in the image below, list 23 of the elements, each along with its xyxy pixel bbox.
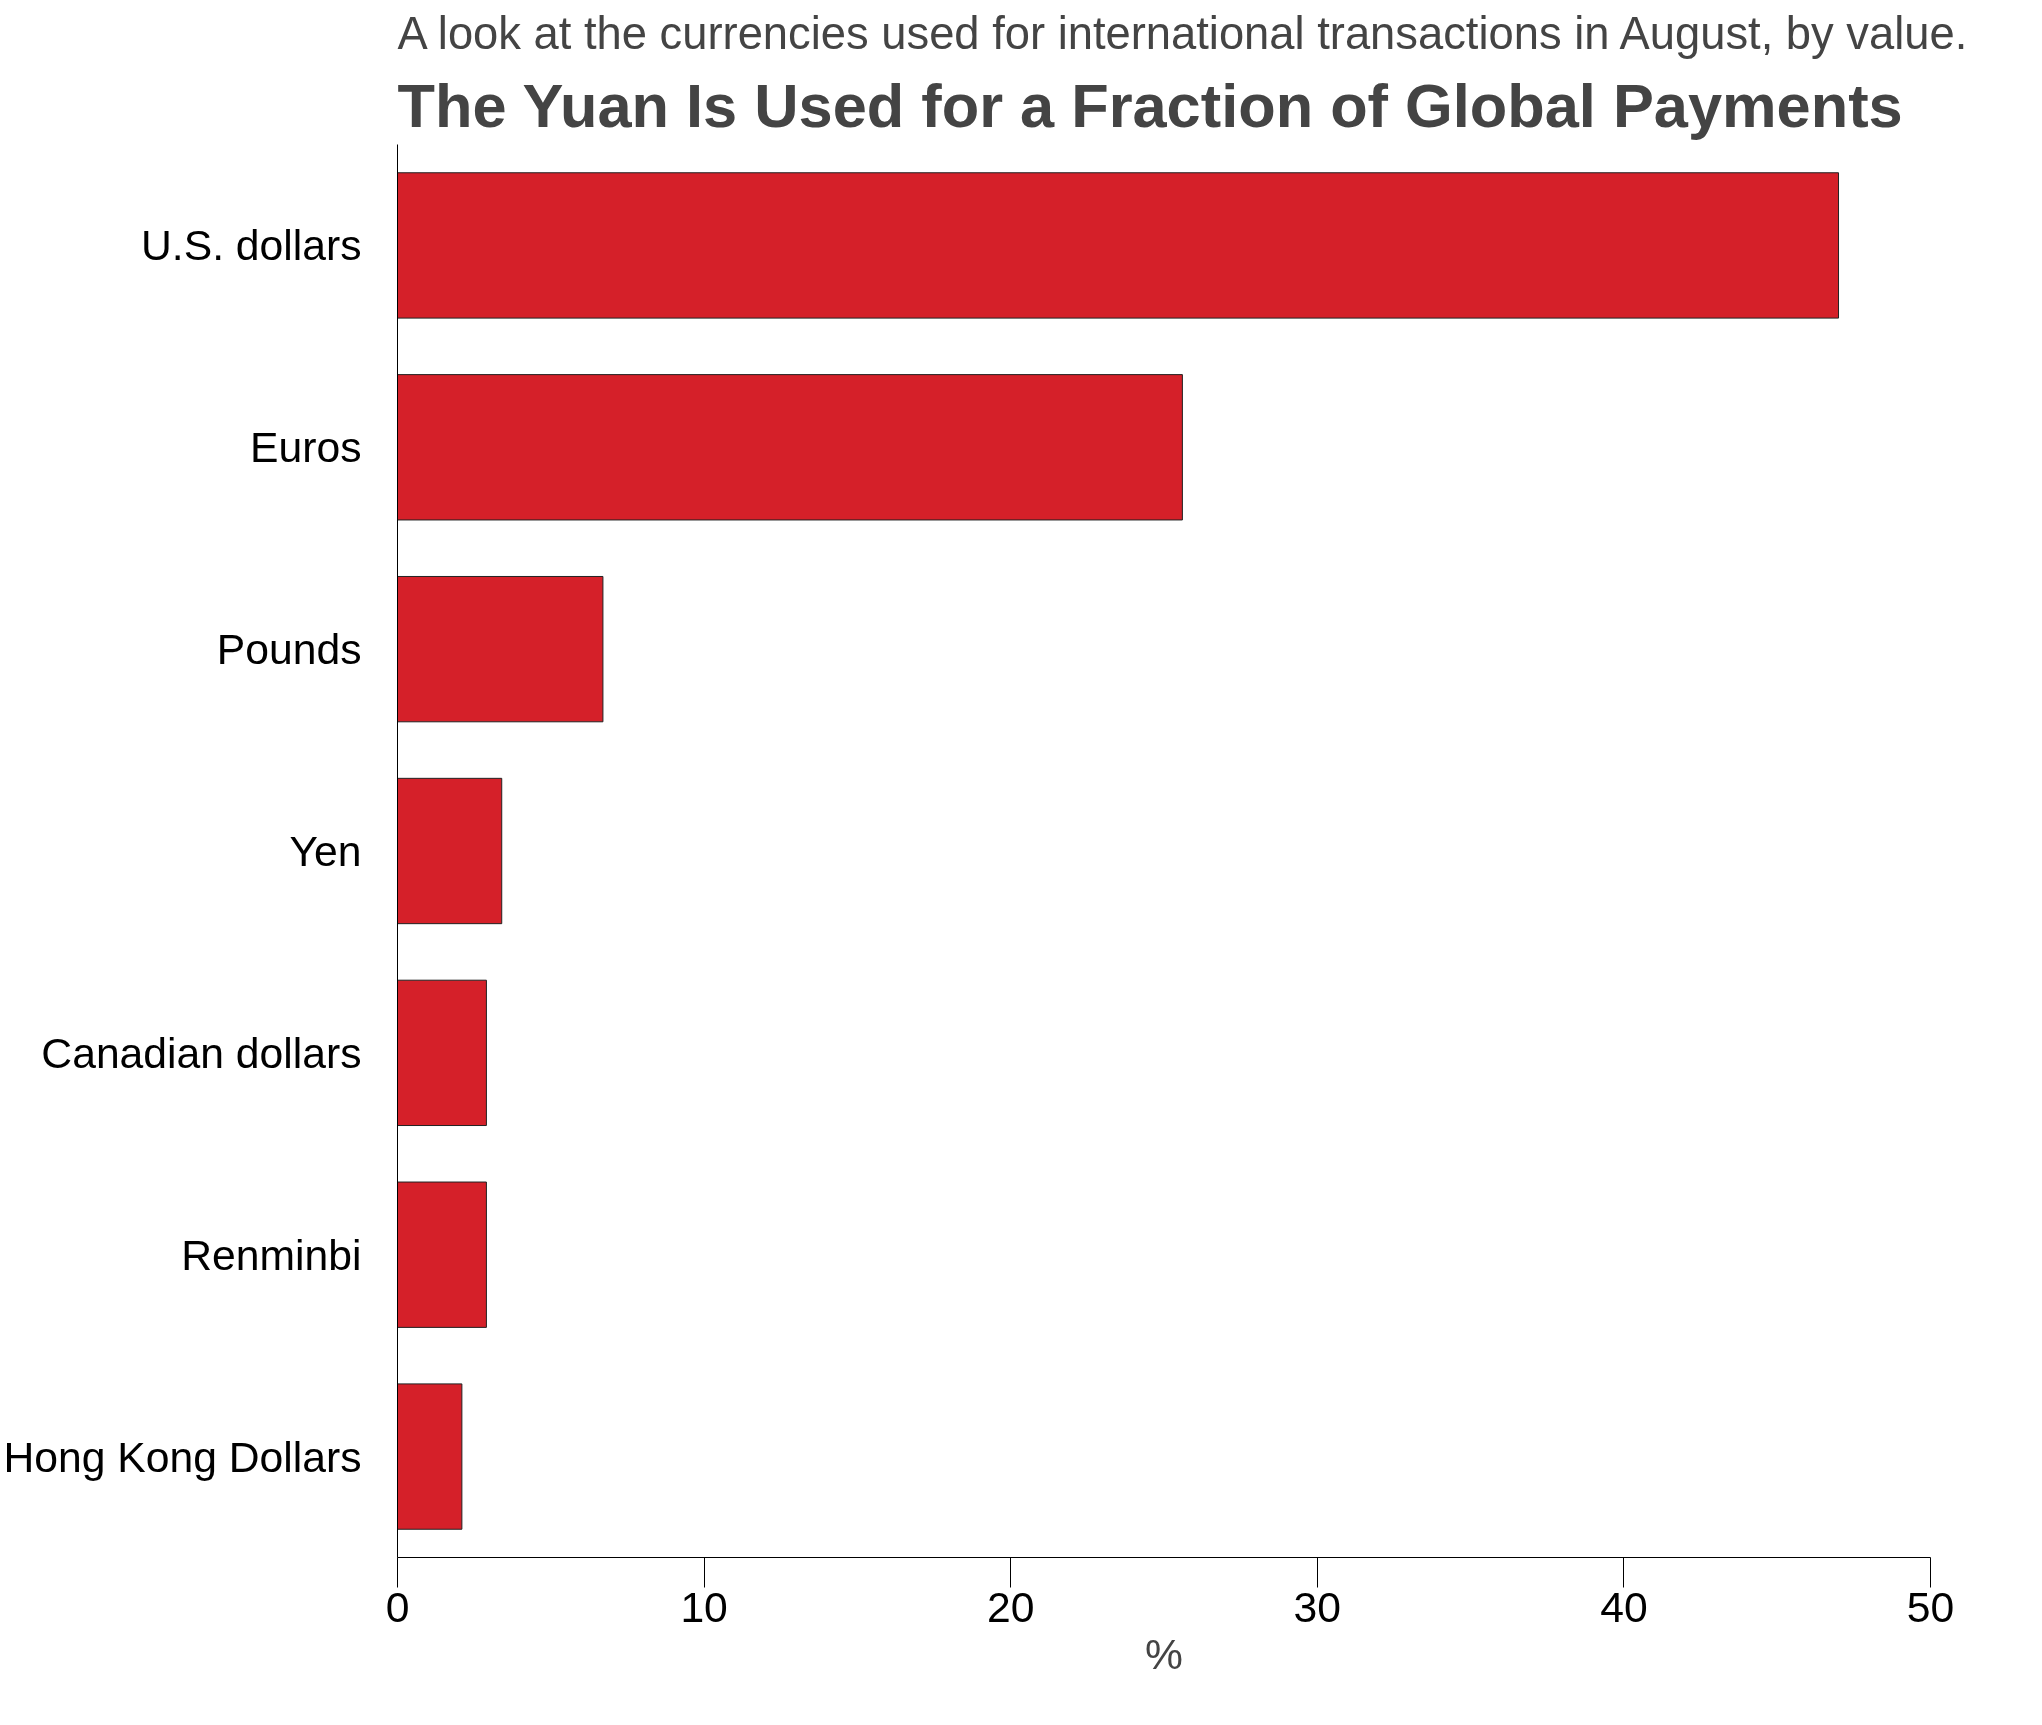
bar: [397, 172, 1840, 319]
chart-subtitle: A look at the currencies used for international transactions in August, by value.: [397, 7, 1968, 59]
x-tick-label: 50: [1906, 1582, 1955, 1631]
chart-title: The Yuan Is Used for a Fraction of Global Payments: [397, 70, 1903, 140]
x-tick-label: 40: [1600, 1582, 1648, 1631]
x-tick-label: 30: [1293, 1582, 1342, 1631]
y-tick-label: Yen: [289, 827, 362, 875]
bar: [397, 374, 1183, 521]
x-tick-label: 0: [385, 1582, 410, 1631]
x-tick-label: 20: [986, 1582, 1035, 1631]
x-tick-label: 10: [680, 1582, 728, 1631]
bar: [397, 1383, 463, 1530]
y-tick-label: Euros: [250, 423, 362, 472]
bar: [397, 777, 503, 925]
x-axis-title: %: [1145, 1629, 1183, 1678]
bar: [397, 575, 604, 723]
y-tick-label: Pounds: [216, 625, 362, 674]
bar: [397, 979, 487, 1127]
y-tick-label: Hong Kong Dollars: [3, 1432, 362, 1481]
y-tick-label: Canadian dollars: [41, 1028, 362, 1077]
bar: [397, 1181, 487, 1328]
y-tick-label: U.S. dollars: [141, 221, 362, 270]
y-tick-label: Renminbi: [181, 1230, 362, 1279]
